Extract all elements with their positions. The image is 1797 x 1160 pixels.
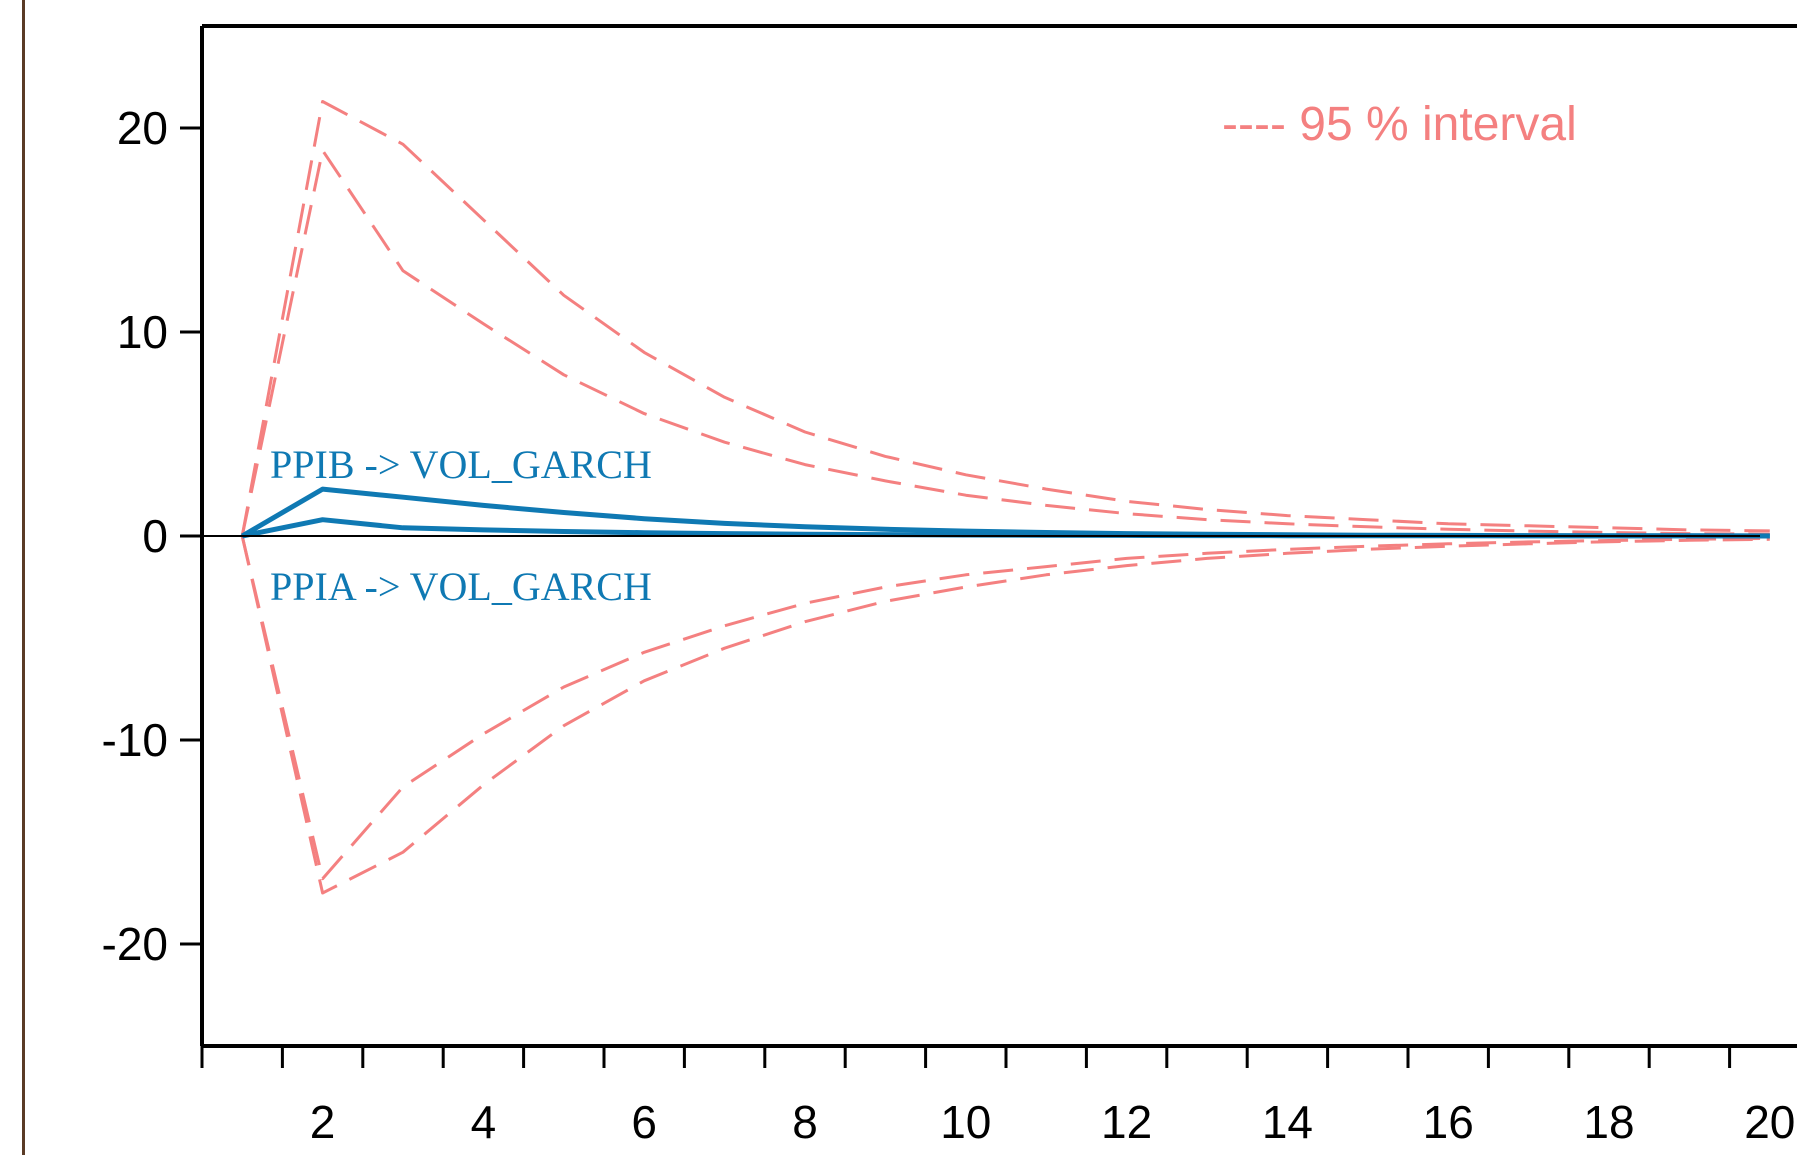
series-line-5: [240, 535, 1770, 895]
x-tick-label: 10: [940, 1096, 991, 1148]
series-line-3: [240, 148, 1770, 537]
x-tick-label: 4: [471, 1096, 497, 1148]
y-tick-label: 0: [142, 510, 168, 562]
y-tick-label: -10: [102, 714, 168, 766]
y-tick-label: 20: [117, 102, 168, 154]
x-tick-label: 6: [631, 1096, 657, 1148]
y-tick-label: -20: [102, 918, 168, 970]
y-axis: 20 10 0 -10 -20: [102, 102, 202, 970]
left-frame-border: [22, 0, 25, 1155]
x-axis: 2 4 6 8 10 12 14 16 18 20: [200, 1046, 1795, 1148]
x-tick-label: 8: [792, 1096, 818, 1148]
annotation-ppia: PPIA -> VOL_GARCH: [270, 564, 652, 609]
x-tick-label: 2: [310, 1096, 336, 1148]
annotation-ppib: PPIB -> VOL_GARCH: [270, 442, 652, 487]
x-tick-label: 20: [1744, 1096, 1795, 1148]
legend-95-interval: ---- 95 % interval: [1222, 98, 1577, 151]
series-line-2: [240, 100, 1770, 537]
x-tick-label: 16: [1423, 1096, 1474, 1148]
x-tick-label: 12: [1101, 1096, 1152, 1148]
series-line-4: [240, 535, 1770, 881]
x-tick-label: 18: [1583, 1096, 1634, 1148]
y-tick-label: 10: [117, 306, 168, 358]
x-tick-label: 14: [1262, 1096, 1313, 1148]
